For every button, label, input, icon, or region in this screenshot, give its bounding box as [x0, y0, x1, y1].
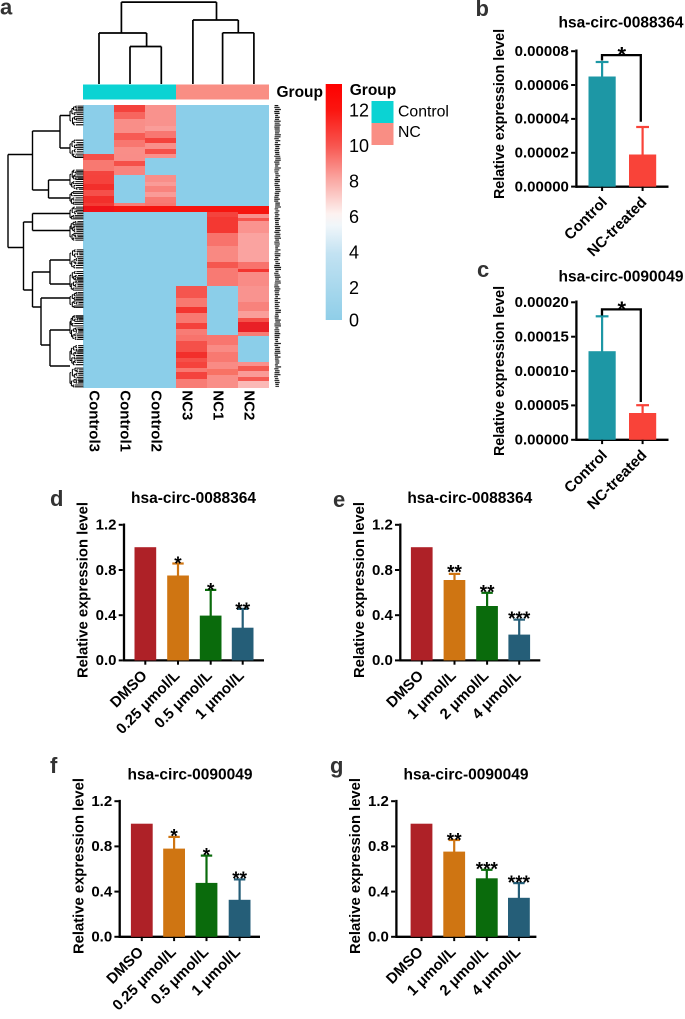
- svg-text:**: **: [447, 563, 462, 584]
- svg-text:0.0: 0.0: [96, 652, 117, 669]
- svg-text:0.00000: 0.00000: [515, 432, 569, 449]
- svg-text:Control1: Control1: [117, 390, 134, 452]
- svg-text:*: *: [203, 846, 211, 867]
- svg-text:b: b: [476, 0, 489, 21]
- svg-text:0.4: 0.4: [96, 607, 118, 624]
- svg-text:0.00020: 0.00020: [515, 294, 569, 311]
- svg-text:0.8: 0.8: [368, 838, 389, 855]
- svg-text:***: ***: [476, 859, 499, 880]
- svg-text:0.00010: 0.00010: [515, 363, 569, 380]
- svg-text:NC2: NC2: [241, 390, 258, 420]
- svg-text:Group: Group: [277, 84, 324, 101]
- svg-text:0.00005: 0.00005: [515, 397, 569, 414]
- svg-text:hsa-circ-0090049: hsa-circ-0090049: [128, 767, 253, 784]
- svg-text:**: **: [447, 831, 462, 852]
- svg-text:*: *: [618, 297, 627, 322]
- svg-text:Relative expression level: Relative expression level: [352, 502, 368, 678]
- svg-text:e: e: [333, 487, 345, 512]
- svg-text:Relative expression level: Relative expression level: [492, 29, 508, 199]
- svg-text:0.00000: 0.00000: [515, 178, 569, 195]
- svg-text:6: 6: [349, 207, 359, 227]
- svg-text:d: d: [50, 486, 63, 511]
- svg-text:0.00002: 0.00002: [515, 145, 569, 162]
- svg-text:0.8: 0.8: [96, 562, 117, 579]
- svg-text:*: *: [207, 581, 215, 602]
- svg-text:hsa-circ-0088364: hsa-circ-0088364: [131, 490, 256, 507]
- svg-text:0.8: 0.8: [91, 838, 112, 855]
- svg-text:0.0: 0.0: [91, 929, 112, 946]
- svg-text:*: *: [618, 43, 627, 68]
- svg-text:4: 4: [349, 242, 359, 262]
- svg-text:0.00006: 0.00006: [515, 77, 569, 94]
- svg-text:**: **: [480, 583, 495, 604]
- svg-text:**: **: [235, 600, 250, 621]
- svg-text:0.4: 0.4: [368, 883, 390, 900]
- svg-text:2: 2: [349, 278, 359, 298]
- svg-text:g: g: [330, 753, 343, 778]
- svg-text:0: 0: [349, 310, 359, 330]
- svg-text:1.2: 1.2: [372, 517, 393, 534]
- svg-text:Relative expression level: Relative expression level: [72, 778, 88, 954]
- svg-text:hsa-circ-0090049: hsa-circ-0090049: [404, 767, 529, 784]
- svg-text:***: ***: [508, 873, 531, 894]
- svg-text:NC3: NC3: [179, 390, 196, 420]
- svg-text:0.00008: 0.00008: [515, 43, 569, 60]
- svg-text:Control: Control: [398, 104, 449, 121]
- svg-text:0.00015: 0.00015: [515, 329, 569, 346]
- svg-text:**: **: [232, 869, 247, 890]
- svg-text:a: a: [0, 0, 13, 20]
- svg-text:Control2: Control2: [148, 390, 165, 452]
- svg-text:0.0: 0.0: [372, 652, 393, 669]
- svg-text:8: 8: [349, 171, 359, 191]
- svg-text:*: *: [170, 826, 178, 847]
- svg-text:NC1: NC1: [210, 390, 227, 420]
- svg-text:0.8: 0.8: [372, 562, 393, 579]
- svg-text:0.4: 0.4: [372, 607, 394, 624]
- svg-text:Relative expression level: Relative expression level: [76, 502, 92, 678]
- svg-text:hsa-circ-0088364: hsa-circ-0088364: [407, 490, 532, 507]
- svg-text:1.2: 1.2: [368, 793, 389, 810]
- svg-text:f: f: [50, 753, 58, 778]
- svg-text:Control3: Control3: [86, 390, 103, 452]
- svg-text:1.2: 1.2: [91, 793, 112, 810]
- svg-text:Relative expression level: Relative expression level: [492, 286, 508, 456]
- svg-text:NC: NC: [398, 124, 421, 141]
- svg-text:Relative expression level: Relative expression level: [348, 778, 364, 954]
- svg-text:c: c: [477, 257, 489, 282]
- svg-text:1.2: 1.2: [96, 517, 117, 534]
- svg-text:Group: Group: [350, 82, 397, 99]
- svg-text:10: 10: [349, 136, 369, 156]
- svg-text:***: ***: [508, 609, 531, 630]
- svg-text:12: 12: [349, 100, 369, 120]
- svg-text:hsa-circ-0088364: hsa-circ-0088364: [559, 15, 684, 32]
- svg-text:hsa-circ-0090049: hsa-circ-0090049: [559, 269, 684, 286]
- svg-text:0.4: 0.4: [91, 883, 113, 900]
- svg-text:*: *: [174, 554, 182, 575]
- svg-text:0.0: 0.0: [368, 929, 389, 946]
- svg-text:0.00004: 0.00004: [515, 111, 570, 128]
